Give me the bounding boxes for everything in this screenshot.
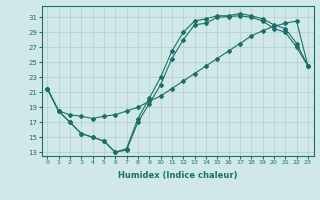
X-axis label: Humidex (Indice chaleur): Humidex (Indice chaleur) (118, 171, 237, 180)
